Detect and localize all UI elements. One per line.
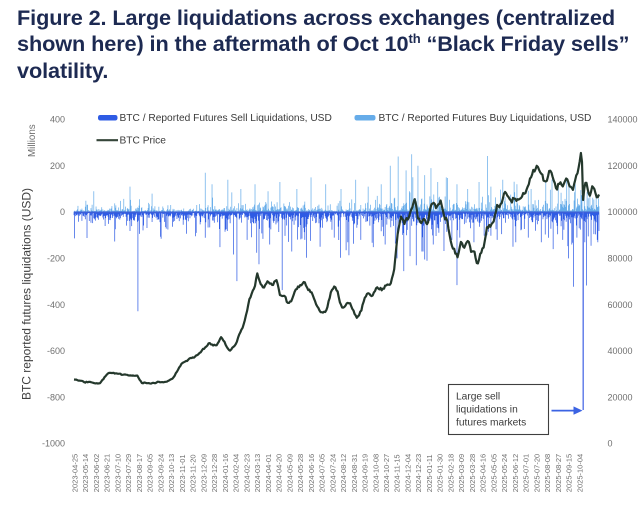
svg-text:Large sell: Large sell [456,392,500,403]
svg-text:100000: 100000 [608,207,638,217]
svg-text:2023-06-21: 2023-06-21 [103,454,112,492]
svg-text:2024-01-16: 2024-01-16 [221,454,230,492]
svg-text:2024-05-09: 2024-05-09 [285,454,294,492]
svg-text:2025-10-04: 2025-10-04 [575,454,584,492]
svg-text:2024-08-12: 2024-08-12 [339,454,348,492]
svg-text:400: 400 [50,115,65,125]
svg-text:80000: 80000 [608,254,633,264]
svg-text:60000: 60000 [608,300,633,310]
svg-text:2025-04-16: 2025-04-16 [479,454,488,492]
svg-text:2023-04-25: 2023-04-25 [70,454,79,492]
svg-text:2023-09-24: 2023-09-24 [156,454,165,492]
svg-text:2025-08-27: 2025-08-27 [554,454,563,492]
svg-text:2024-03-13: 2024-03-13 [253,454,262,492]
svg-text:2024-12-04: 2024-12-04 [404,454,413,492]
svg-text:2024-04-20: 2024-04-20 [275,454,284,492]
svg-text:2024-07-05: 2024-07-05 [318,454,327,492]
svg-text:2024-04-01: 2024-04-01 [264,454,273,492]
svg-text:BTC reported futures liquidati: BTC reported futures liquidations (USD) [20,188,34,400]
svg-text:2024-10-08: 2024-10-08 [371,454,380,492]
svg-text:0: 0 [608,439,613,449]
svg-text:2024-02-23: 2024-02-23 [242,454,251,492]
svg-text:2024-05-28: 2024-05-28 [296,454,305,492]
svg-text:Millions: Millions [27,124,38,157]
svg-text:140000: 140000 [608,115,638,125]
svg-text:-200: -200 [47,254,65,264]
svg-text:2025-02-18: 2025-02-18 [447,454,456,492]
svg-text:2023-11-01: 2023-11-01 [178,454,187,492]
svg-text:2023-12-28: 2023-12-28 [210,454,219,492]
svg-text:2023-12-09: 2023-12-09 [199,454,208,492]
svg-text:40000: 40000 [608,346,633,356]
svg-text:BTC / Reported Futures Buy Liq: BTC / Reported Futures Buy Liquidations,… [379,113,592,124]
svg-text:2023-05-14: 2023-05-14 [81,454,90,492]
svg-text:20000: 20000 [608,392,633,402]
svg-text:2025-07-20: 2025-07-20 [532,454,541,492]
svg-text:2025-07-01: 2025-07-01 [522,454,531,492]
svg-text:2024-12-23: 2024-12-23 [414,454,423,492]
svg-text:2023-07-29: 2023-07-29 [124,454,133,492]
svg-text:2025-05-05: 2025-05-05 [490,454,499,492]
svg-text:2024-07-24: 2024-07-24 [328,454,337,492]
svg-text:2023-10-13: 2023-10-13 [167,454,176,492]
svg-text:2025-03-09: 2025-03-09 [457,454,466,492]
svg-text:2023-06-02: 2023-06-02 [92,454,101,492]
svg-text:2024-09-19: 2024-09-19 [361,454,370,492]
svg-text:2023-07-10: 2023-07-10 [113,454,122,492]
svg-text:-400: -400 [47,300,65,310]
svg-text:futures markets: futures markets [456,418,526,429]
svg-text:BTC / Reported Futures Sell Li: BTC / Reported Futures Sell Liquidations… [120,113,332,124]
svg-text:-1000: -1000 [42,439,65,449]
svg-text:liquidations in: liquidations in [456,405,518,416]
svg-text:BTC Price: BTC Price [120,135,167,146]
svg-text:2025-06-12: 2025-06-12 [511,454,520,492]
svg-text:2025-08-08: 2025-08-08 [543,454,552,492]
svg-text:200: 200 [50,161,65,171]
svg-text:2025-01-11: 2025-01-11 [425,454,434,492]
svg-text:2025-03-28: 2025-03-28 [468,454,477,492]
svg-text:120000: 120000 [608,161,638,171]
svg-text:2024-10-27: 2024-10-27 [382,454,391,492]
svg-text:2024-06-16: 2024-06-16 [307,454,316,492]
svg-text:2024-02-04: 2024-02-04 [232,454,241,492]
svg-text:2023-11-20: 2023-11-20 [189,454,198,492]
svg-text:-800: -800 [47,392,65,402]
svg-text:2024-11-15: 2024-11-15 [393,454,402,492]
svg-text:2023-09-05: 2023-09-05 [146,454,155,492]
svg-text:2025-09-15: 2025-09-15 [565,454,574,492]
svg-text:2024-08-31: 2024-08-31 [350,454,359,492]
svg-text:2023-08-17: 2023-08-17 [135,454,144,492]
svg-text:2025-05-24: 2025-05-24 [500,454,509,492]
svg-text:-600: -600 [47,346,65,356]
svg-text:0: 0 [60,207,65,217]
svg-text:2025-01-30: 2025-01-30 [436,454,445,492]
